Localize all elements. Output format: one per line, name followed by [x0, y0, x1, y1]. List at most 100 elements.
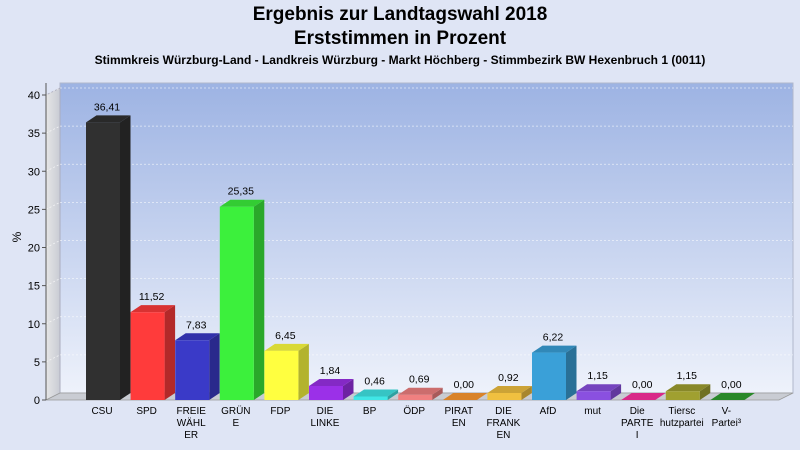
bar-side	[432, 387, 443, 400]
bar-top	[398, 387, 443, 395]
bar-value-label: 6,45	[275, 330, 296, 342]
chart-title-line2: Erststimmen in Prozent	[293, 28, 507, 49]
x-tick-label-line: WÄHL	[177, 417, 206, 429]
x-tick-label-line: LINKE	[311, 418, 340, 429]
x-tick-label-line: ER	[184, 430, 198, 441]
bar-value-label: 6,22	[543, 332, 564, 344]
bar-afd: 6,22	[532, 332, 577, 400]
bar-top	[665, 384, 711, 392]
x-tick-label-line: mut	[584, 406, 601, 417]
x-tick-label: FDP	[270, 406, 290, 417]
bar-fdp: 6,45	[264, 330, 309, 400]
bar-front	[398, 394, 433, 400]
bar-top	[621, 393, 666, 400]
x-tick-label: AfD	[540, 406, 557, 417]
bar-top	[576, 384, 622, 392]
x-tick-label: CSU	[91, 406, 112, 417]
gridline-wall	[45, 316, 61, 325]
x-tick-label-line: CSU	[91, 406, 112, 417]
bar-piraten: 0,00	[442, 379, 488, 400]
bar-front	[576, 391, 611, 400]
x-tick-label: GRÜN E	[221, 405, 250, 429]
x-tick-label-line: BP	[363, 406, 377, 417]
gridline-wall	[45, 87, 61, 96]
bar-top	[487, 385, 532, 393]
x-tick-label: PIRAT EN	[444, 406, 473, 429]
x-axis-labels: CSU SPD FREIE WÄHL ER GRÜN E FDP DIE LINKE BP ÖDP PI…	[91, 405, 741, 441]
y-axis-label: %	[10, 231, 24, 242]
bar-v-partei-: 0,00	[710, 379, 755, 400]
bar-front	[487, 392, 522, 400]
bar-die-partei: 0,00	[621, 379, 666, 400]
x-tick-label-line: Tiersc	[668, 406, 695, 417]
bar-grüne: 25,35	[219, 186, 265, 400]
x-tick-label-line: PIRAT	[444, 406, 473, 417]
bar-front	[264, 350, 299, 400]
x-tick-label-line: DIE	[317, 406, 334, 417]
x-tick-label: DIE LINKE	[311, 406, 340, 429]
bar-top	[86, 115, 131, 123]
bar-value-label: 7,83	[186, 319, 207, 331]
bar-side	[120, 115, 131, 400]
y-tick-label: 15	[28, 281, 40, 293]
bar-top	[532, 345, 577, 353]
bars: 36,41 11,52 7,83 25,35 6,45 1,84 0,46 0,69 0,00 0…	[86, 101, 755, 400]
bar-die-linke: 1,84	[309, 365, 354, 400]
bar-value-label: 36,41	[94, 101, 120, 113]
gridline-wall	[45, 163, 61, 172]
gridline-wall	[45, 354, 61, 363]
bar-freie-wähler: 7,83	[175, 319, 220, 400]
bar-front	[130, 312, 165, 400]
bar-value-label: 0,69	[409, 374, 430, 386]
x-tick-label-line: I	[636, 430, 639, 441]
bar-ödp: 0,69	[398, 374, 443, 400]
x-tick-label-line: EN	[496, 430, 510, 441]
bar-front	[532, 352, 566, 400]
bar-value-label: 0,00	[632, 379, 653, 391]
bar-top	[130, 305, 176, 313]
bar-side	[699, 384, 711, 400]
x-tick-label: SPD	[136, 406, 157, 417]
x-tick-label-line: EN	[452, 418, 466, 429]
bar-mut: 1,15	[576, 370, 622, 400]
bar-value-label: 1,84	[320, 365, 341, 377]
x-tick-label: Die PARTE I	[621, 406, 654, 441]
bar-top	[264, 343, 309, 351]
bar-bp: 0,46	[353, 375, 399, 400]
y-tick-label: 35	[28, 128, 40, 140]
bar-side	[343, 378, 354, 400]
bar-side	[253, 199, 265, 400]
gridline-wall	[45, 240, 61, 248]
bar-tierschutzpartei: 1,15	[665, 370, 711, 400]
bar-value-label: 25,35	[228, 186, 254, 198]
y-tick-label: 5	[34, 357, 40, 369]
bar-value-label: 0,46	[364, 375, 385, 387]
bar-top	[353, 389, 399, 397]
x-tick-label-line: FDP	[270, 406, 290, 417]
bar-front	[175, 340, 210, 400]
left-wall	[45, 87, 61, 401]
bar-front	[353, 396, 388, 400]
bar-top	[442, 393, 488, 400]
x-tick-label: mut	[584, 406, 601, 417]
x-tick-label-line: V-	[722, 406, 731, 417]
bar-spd: 11,52	[130, 291, 176, 400]
x-tick-label-line: hutzpartei	[660, 418, 704, 429]
bar-top	[710, 393, 755, 400]
chart-title: Ergebnis zur Landtagswahl 2018	[252, 4, 548, 25]
bar-side	[209, 333, 220, 400]
bar-side	[298, 343, 309, 400]
x-tick-label-line: GRÜN	[221, 405, 250, 417]
y-tick-label: 25	[28, 204, 40, 216]
bar-value-label: 1,15	[587, 370, 608, 382]
chart-subtitle: Stimmkreis Würzburg-Land - Landkreis Wür…	[94, 53, 706, 67]
x-tick-label: BP	[363, 406, 377, 417]
bar-side	[566, 345, 577, 400]
bar-value-label: 0,00	[454, 379, 475, 391]
x-tick-label-line: ÖDP	[403, 405, 425, 417]
y-tick-label: 0	[34, 395, 40, 407]
x-tick-label-line: FREIE	[176, 406, 206, 417]
x-tick-label-line: SPD	[136, 406, 157, 417]
x-tick-label-line: E	[232, 418, 239, 429]
